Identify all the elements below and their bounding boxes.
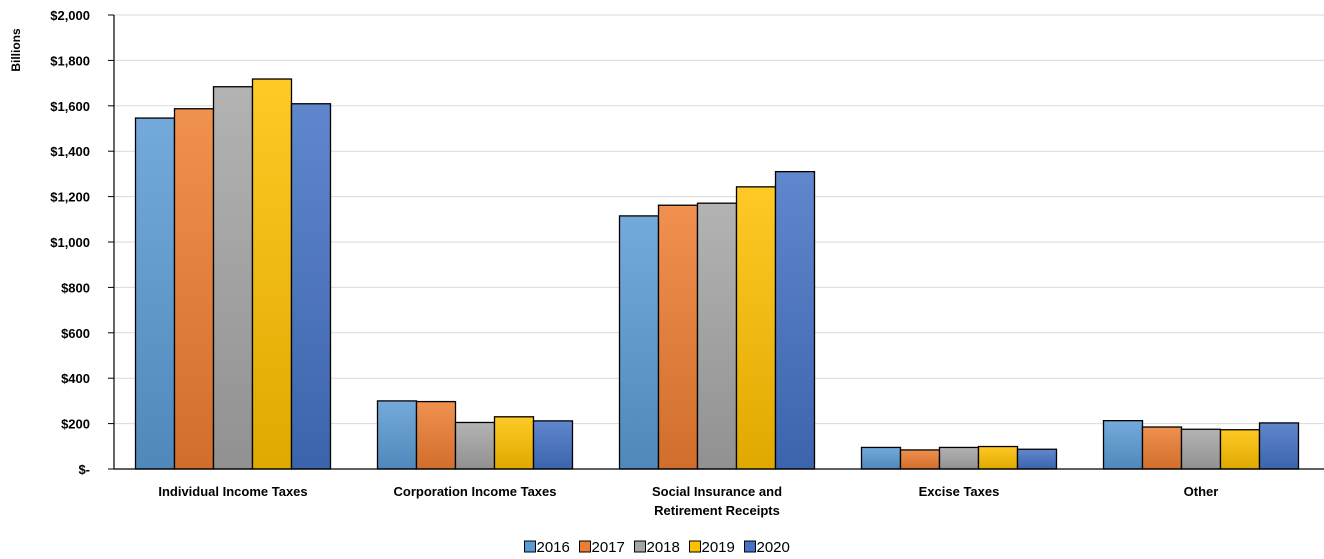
bar-2019 (1219, 429, 1261, 470)
legend-swatch-2016 (524, 540, 536, 553)
x-category-label: Social Insurance and Retirement Receipts (652, 484, 782, 518)
legend-swatch-2017 (579, 540, 591, 553)
y-tick-label: $400 (61, 371, 90, 386)
x-axis-categories: Individual Income Taxes Corporation Incom… (158, 484, 1218, 518)
x-category-label: Excise Taxes (919, 484, 1000, 499)
y-tick-label: $1,400 (50, 144, 90, 159)
bar-2019 (251, 78, 293, 470)
legend: 2016 2017 2018 2019 2020 (524, 539, 790, 556)
y-tick-label: $1,000 (50, 235, 90, 250)
bar-2016 (860, 446, 902, 470)
legend-label: 2018 (647, 539, 680, 556)
bars (134, 78, 1300, 470)
bar-2019 (493, 416, 535, 470)
legend-label: 2016 (537, 539, 570, 556)
x-category-label: Other (1184, 484, 1219, 499)
legend-swatch-2018 (634, 540, 646, 553)
legend-label: 2020 (757, 539, 790, 556)
bar-2019 (977, 445, 1019, 470)
bar-2020 (290, 103, 332, 470)
y-tick-label: $2,000 (50, 8, 90, 23)
bar-2019 (735, 186, 777, 470)
bar-2018 (454, 421, 496, 470)
legend-label: 2017 (592, 539, 625, 556)
bar-2018 (212, 86, 254, 470)
y-tick-label: $200 (61, 417, 90, 432)
bar-2020 (1258, 422, 1300, 470)
bar-2016 (1102, 419, 1144, 470)
y-axis-label: Billions (9, 28, 23, 72)
y-tick-label: $600 (61, 326, 90, 341)
y-axis-ticks: $- $200 $400 $600 $800 $1,000 $1,200 $1,400 $1,6… (50, 8, 114, 477)
x-category-label: Corporation Income Taxes (393, 484, 556, 499)
legend-swatch-2020 (744, 540, 756, 553)
bar-2018 (696, 202, 738, 470)
bar-2017 (899, 449, 941, 470)
y-tick-label: $1,200 (50, 190, 90, 205)
x-category-label: Individual Income Taxes (158, 484, 307, 499)
y-tick-label: $- (78, 462, 90, 477)
bar-2016 (134, 117, 176, 470)
bar-2020 (1016, 448, 1058, 470)
y-tick-label: $1,600 (50, 99, 90, 114)
legend-label: 2019 (702, 539, 735, 556)
bar-2020 (774, 170, 816, 470)
bar-2018 (1180, 428, 1222, 470)
axes (113, 15, 1324, 470)
bar-2020 (532, 420, 574, 470)
bar-2016 (618, 215, 660, 470)
bar-2017 (173, 108, 215, 470)
y-tick-label: $800 (61, 280, 90, 295)
bar-2016 (376, 400, 418, 470)
legend-swatch-2019 (689, 540, 701, 553)
y-tick-label: $1,800 (50, 53, 90, 68)
bar-2017 (415, 400, 457, 470)
bar-2017 (1141, 426, 1183, 470)
bar-2017 (657, 204, 699, 470)
bar-2018 (938, 446, 980, 470)
